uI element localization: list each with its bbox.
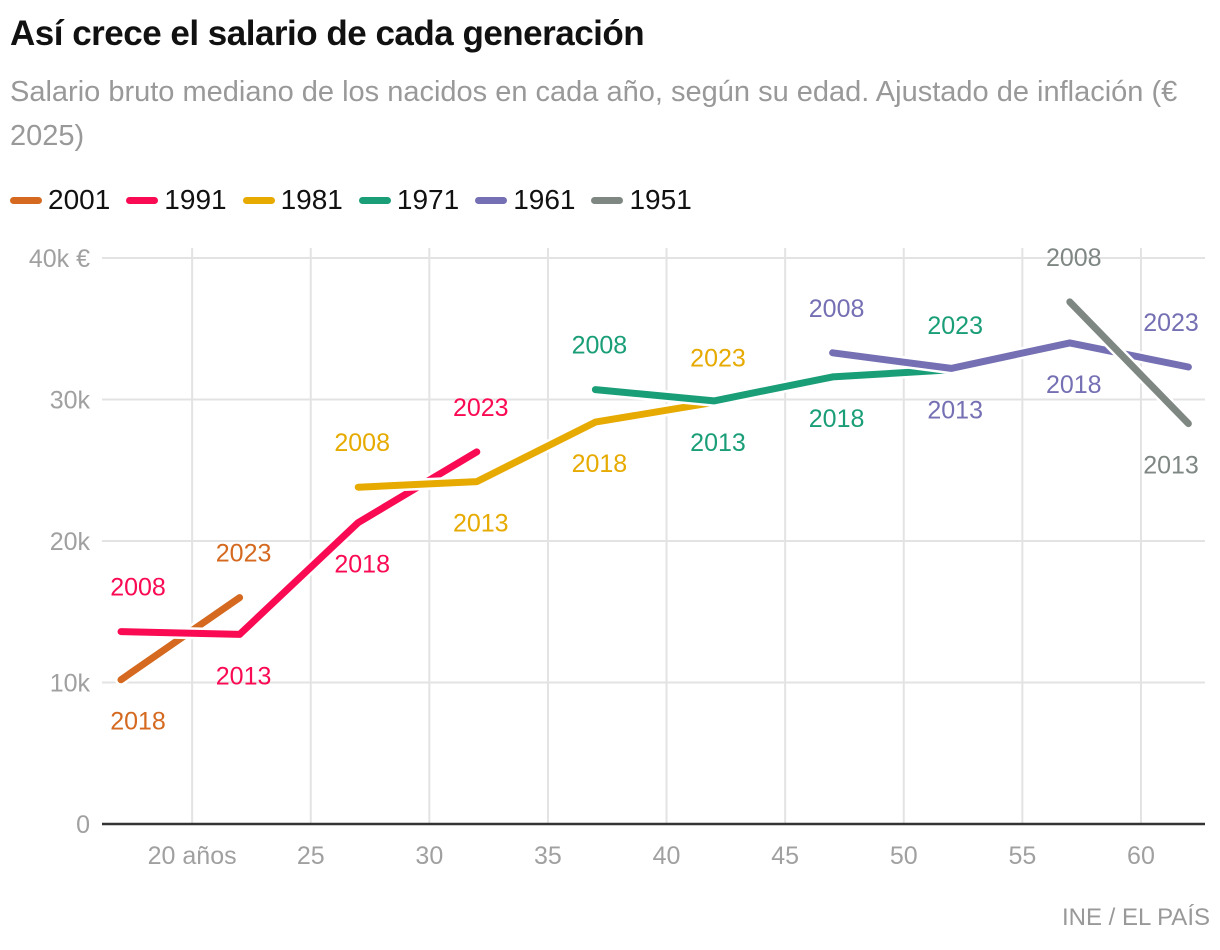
series-line-1971 bbox=[591, 366, 955, 405]
point-labels: 2018 2023 2008 2013 2018 2023 2008 2013 2018 2023… bbox=[110, 244, 1199, 736]
point-label-1971-2008: 2008 bbox=[572, 332, 628, 360]
legend-swatch bbox=[126, 196, 159, 204]
legend-swatch bbox=[591, 196, 624, 204]
point-label-2001-2018: 2018 bbox=[110, 708, 166, 736]
point-label-1991-2013: 2013 bbox=[216, 662, 272, 690]
x-tick-label: 25 bbox=[297, 842, 325, 870]
legend-item-2001: 2001 bbox=[10, 184, 110, 216]
x-tick-label: 60 bbox=[1127, 842, 1155, 870]
x-tick-label: 20 años bbox=[148, 842, 237, 870]
y-tick-label: 0 bbox=[76, 811, 90, 839]
series-line-1981 bbox=[354, 398, 718, 491]
y-tick-label: 10k bbox=[50, 670, 91, 698]
y-tick-label: 20k bbox=[50, 528, 91, 556]
x-tick-label: 40 bbox=[653, 842, 681, 870]
point-label-1991-2023: 2023 bbox=[453, 394, 509, 422]
point-label-1971-2018: 2018 bbox=[809, 405, 865, 433]
grid-lines bbox=[102, 248, 1205, 826]
x-tick-label: 35 bbox=[534, 842, 562, 870]
point-label-1991-2008: 2008 bbox=[110, 574, 166, 602]
point-label-1991-2018: 2018 bbox=[334, 551, 390, 579]
y-axis: 0 10k 20k 30k 40k € bbox=[29, 245, 91, 839]
y-tick-label: 30k bbox=[50, 387, 91, 415]
legend-label: 2001 bbox=[48, 184, 111, 215]
legend-item-1981: 1981 bbox=[242, 184, 343, 216]
series-halo-1981 bbox=[352, 396, 720, 494]
legend-swatch bbox=[242, 196, 275, 204]
point-label-1981-2018: 2018 bbox=[572, 450, 628, 478]
series-lines bbox=[115, 295, 1195, 686]
legend-label: 1951 bbox=[629, 184, 692, 215]
x-tick-label: 30 bbox=[415, 842, 443, 870]
x-tick-label: 55 bbox=[1008, 842, 1036, 870]
legend-label: 1981 bbox=[280, 184, 343, 215]
point-label-1981-2008: 2008 bbox=[334, 429, 390, 457]
point-label-1961-2023: 2023 bbox=[1143, 309, 1199, 337]
y-tick-label: 40k € bbox=[29, 245, 90, 273]
x-axis: 20 años 25 30 35 40 45 50 55 60 bbox=[148, 842, 1155, 870]
point-label-1981-2013: 2013 bbox=[453, 510, 509, 538]
legend-item-1991: 1991 bbox=[126, 184, 227, 216]
legend-item-1951: 1951 bbox=[591, 184, 692, 216]
point-label-1981-2023: 2023 bbox=[690, 344, 746, 372]
chart-subtitle: Salario bruto mediano de los nacidos en … bbox=[10, 76, 1178, 152]
point-label-1951-2008: 2008 bbox=[1046, 244, 1102, 272]
legend-label: 1991 bbox=[164, 184, 227, 215]
legend-item-1961: 1961 bbox=[475, 184, 575, 216]
point-label-1971-2023: 2023 bbox=[927, 312, 983, 340]
source-credit: INE / EL PAÍS bbox=[1061, 904, 1210, 931]
series-line-1951 bbox=[1066, 298, 1192, 428]
legend-label: 1971 bbox=[396, 184, 460, 215]
point-label-1961-2008: 2008 bbox=[809, 295, 865, 323]
point-label-2001-2023: 2023 bbox=[216, 540, 272, 568]
x-tick-label: 50 bbox=[890, 842, 918, 870]
legend: 2001 1991 1981 1971 1961 1951 bbox=[10, 184, 708, 216]
legend-swatch bbox=[358, 196, 391, 204]
legend-swatch bbox=[475, 196, 508, 204]
point-label-1961-2018: 2018 bbox=[1046, 371, 1102, 399]
legend-label: 1961 bbox=[513, 184, 576, 215]
point-label-1961-2013: 2013 bbox=[927, 396, 983, 424]
legend-swatch bbox=[10, 196, 42, 204]
chart-title: Así crece el salario de cada generación bbox=[10, 14, 645, 53]
point-label-1971-2013: 2013 bbox=[690, 429, 746, 457]
x-tick-label: 45 bbox=[771, 842, 799, 870]
legend-item-1971: 1971 bbox=[358, 184, 460, 216]
point-label-1951-2013: 2013 bbox=[1143, 452, 1199, 480]
